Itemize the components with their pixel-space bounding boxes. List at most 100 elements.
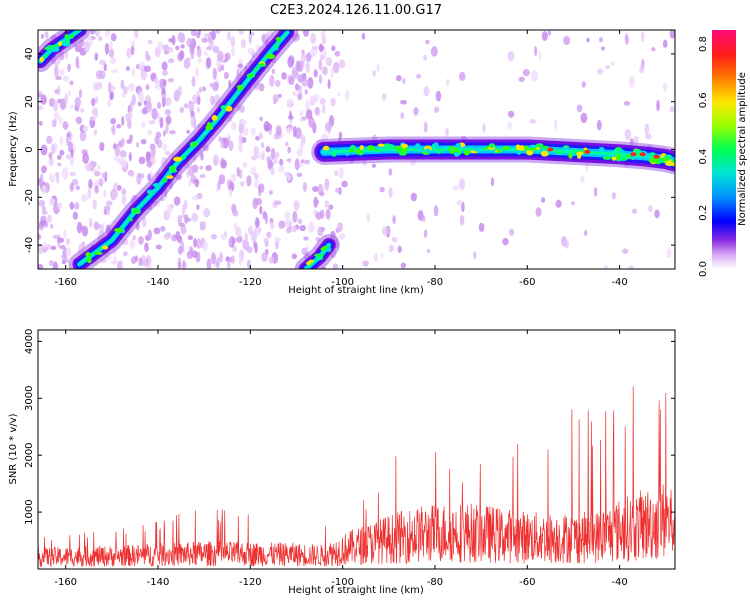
heatmap-cell — [144, 242, 149, 253]
heatmap-cell — [159, 117, 164, 129]
heatmap-cell — [265, 146, 271, 153]
heatmap-cell — [307, 221, 315, 233]
heatmap-cell — [91, 30, 97, 35]
heatmap-cell — [639, 65, 645, 74]
heatmap-cell — [116, 124, 122, 129]
heatmap-cell — [339, 233, 346, 240]
heatmap-blob — [611, 156, 617, 161]
heatmap-blob — [415, 143, 421, 149]
heatmap-cell — [250, 156, 258, 161]
heatmap-cell — [59, 136, 64, 146]
heatmap-blob — [127, 218, 133, 222]
heatmap-cell — [94, 96, 99, 104]
heatmap-cell — [61, 259, 66, 265]
heatmap-cell — [335, 187, 340, 193]
snr-x-label: Height of straight line (km) — [288, 585, 424, 596]
heatmap-cell — [162, 129, 166, 137]
heatmap-cell — [535, 207, 542, 217]
heatmap-cell — [137, 173, 145, 179]
heatmap-cell — [433, 204, 439, 217]
heatmap-cell — [77, 43, 83, 50]
colorbar: 0.0 0.2 0.4 0.6 0.8 Normalized spectral ampl… — [698, 30, 748, 277]
heatmap-cell — [147, 262, 152, 269]
x-tick-label: -80 — [427, 577, 443, 588]
heatmap-blob — [58, 41, 63, 47]
heatmap-cell — [605, 65, 611, 70]
chart-title: C2E3.2024.126.11.00.G17 — [270, 3, 442, 18]
y-tick-label: 0 — [24, 146, 35, 152]
x-tick-label: -120 — [239, 577, 262, 588]
heatmap-cell — [314, 199, 319, 205]
heatmap-cell — [86, 163, 90, 173]
heatmap-cell — [196, 238, 202, 249]
heatmap-cell — [82, 125, 89, 132]
heatmap-cell — [338, 167, 344, 179]
heatmap-cell — [228, 238, 233, 248]
heatmap-cell — [124, 112, 132, 122]
heatmap-cell — [621, 248, 629, 254]
heatmap-blob — [619, 155, 629, 161]
heatmap-blob — [246, 73, 256, 78]
heatmap-cell — [322, 46, 327, 59]
heatmap-cell — [38, 120, 43, 126]
heatmap-cell — [332, 263, 339, 269]
heatmap-cell — [603, 264, 609, 269]
heatmap-cell — [101, 172, 106, 179]
heatmap-peak — [653, 154, 660, 159]
y-tick-label: -20 — [24, 189, 35, 205]
heatmap-cell — [107, 81, 112, 94]
heatmap-cell — [624, 128, 632, 141]
heatmap-blob — [274, 43, 280, 48]
heatmap-cell — [193, 237, 197, 248]
heatmap-blob — [68, 34, 75, 39]
heatmap-blob — [39, 56, 44, 63]
heatmap-blob — [518, 145, 525, 150]
heatmap-cell — [62, 75, 69, 82]
heatmap-cell — [110, 56, 117, 65]
heatmap-cell — [109, 40, 113, 50]
heatmap-cell — [242, 127, 249, 136]
heatmap-cell — [49, 173, 56, 183]
heatmap-cell — [362, 260, 369, 267]
heatmap-cell — [167, 46, 174, 53]
heatmap-cell — [161, 87, 166, 95]
heatmap-cell — [130, 44, 135, 56]
heatmap-cell — [212, 81, 219, 92]
heatmap-cell — [192, 94, 198, 105]
heatmap-cell — [259, 116, 264, 122]
heatmap-cell — [296, 148, 303, 157]
heatmap-cell — [128, 134, 134, 142]
heatmap-cell — [341, 180, 348, 188]
heatmap-blob — [308, 259, 315, 263]
heatmap-cell — [220, 64, 225, 71]
heatmap-cell — [252, 197, 258, 210]
heatmap-cell — [445, 78, 450, 87]
heatmap-cell — [209, 82, 213, 88]
heatmap-cell — [238, 259, 243, 267]
heatmap-cell — [138, 257, 143, 267]
heatmap-cell — [73, 202, 80, 210]
heatmap-cell — [508, 228, 515, 236]
heatmap-blob — [619, 149, 624, 154]
heatmap-cell — [305, 52, 312, 63]
heatmap-cell — [176, 235, 183, 243]
heatmap-cell — [84, 41, 90, 53]
heatmap-blob — [417, 147, 425, 153]
heatmap-cell — [75, 56, 80, 69]
heatmap-cell — [206, 57, 212, 69]
heatmap-cell — [473, 251, 477, 260]
heatmap-cell — [248, 32, 252, 45]
heatmap-cell — [147, 39, 153, 45]
heatmap-cell — [651, 47, 656, 52]
heatmap-cell — [325, 208, 331, 220]
heatmap-cell — [294, 158, 300, 171]
heatmap-cell — [178, 222, 186, 227]
heatmap-blob — [400, 147, 409, 153]
heatmap-cell — [482, 123, 486, 133]
heatmap-blob — [563, 145, 570, 149]
heatmap-cell — [121, 188, 127, 196]
heatmap-cell — [322, 66, 328, 76]
heatmap-cell — [230, 36, 236, 48]
heatmap-cell — [164, 109, 172, 116]
